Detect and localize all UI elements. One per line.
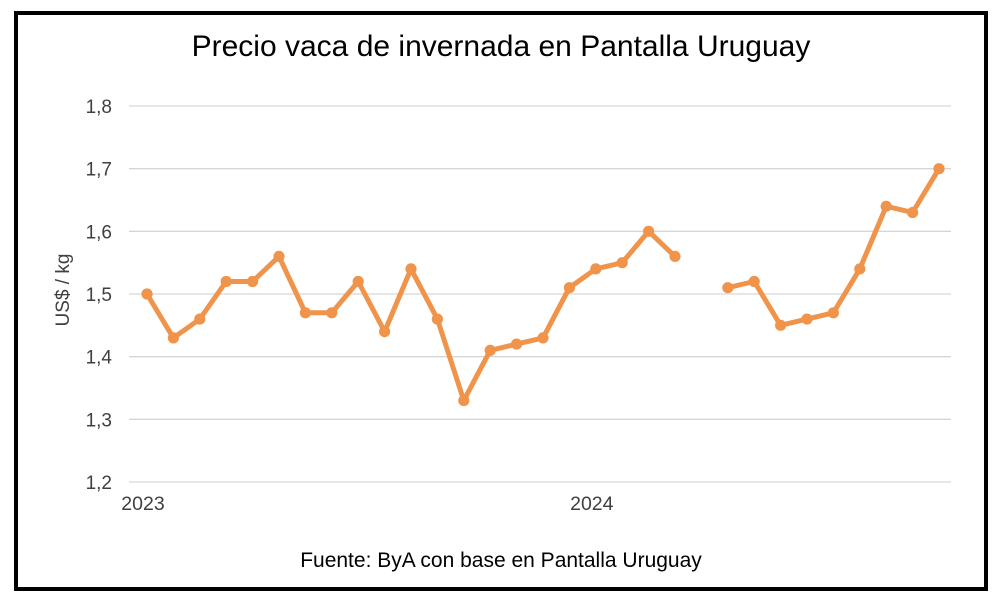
data-point-marker — [273, 250, 285, 262]
data-point-marker — [405, 263, 417, 275]
data-point-marker — [775, 319, 787, 331]
data-point-marker — [247, 275, 259, 288]
data-point-marker — [590, 263, 602, 275]
y-axis-title-text: US$ / kg — [53, 253, 74, 327]
data-point-marker — [326, 307, 338, 319]
y-tick-label: 1,5 — [86, 285, 112, 306]
price-line-segment — [144, 228, 678, 403]
data-point-marker — [669, 250, 681, 262]
data-point-marker — [194, 313, 206, 325]
price-line-segment — [725, 166, 942, 328]
y-tick-label: 1,8 — [86, 97, 112, 118]
data-point-marker — [537, 332, 549, 344]
data-point-marker — [748, 275, 760, 288]
y-tick-label: 1,7 — [86, 160, 112, 181]
y-tick-label: 1,2 — [86, 473, 112, 494]
data-point-marker — [907, 206, 919, 219]
data-point-marker — [458, 394, 470, 407]
y-tick-label: 1,6 — [86, 222, 112, 243]
data-point-marker — [379, 326, 391, 338]
y-tick-label: 1,3 — [86, 410, 112, 431]
data-point-marker — [167, 332, 179, 344]
data-point-marker — [141, 288, 153, 300]
data-point-marker — [643, 225, 655, 237]
data-point-marker — [484, 344, 496, 356]
data-point-marker — [880, 200, 892, 212]
y-tick-label: 1,4 — [86, 348, 113, 369]
data-point-marker — [801, 313, 813, 325]
data-point-marker — [827, 307, 840, 319]
data-point-marker — [299, 307, 311, 319]
chart-outer-frame — [14, 11, 988, 591]
data-point-marker — [510, 338, 523, 350]
data-point-marker — [616, 257, 628, 269]
x-axis-year-label: 2024 — [570, 493, 614, 515]
data-point-marker — [722, 282, 734, 294]
x-axis-year-label: 2023 — [121, 493, 164, 515]
data-point-marker — [854, 263, 866, 275]
source-caption: Fuente: ByA con base en Pantalla Uruguay — [300, 549, 702, 572]
data-point-marker — [563, 282, 576, 294]
data-point-marker — [352, 275, 364, 288]
data-point-marker — [933, 163, 945, 175]
data-point-marker — [431, 313, 443, 325]
data-point-marker — [220, 275, 232, 288]
chart-title: Precio vaca de invernada en Pantalla Uru… — [191, 30, 811, 63]
